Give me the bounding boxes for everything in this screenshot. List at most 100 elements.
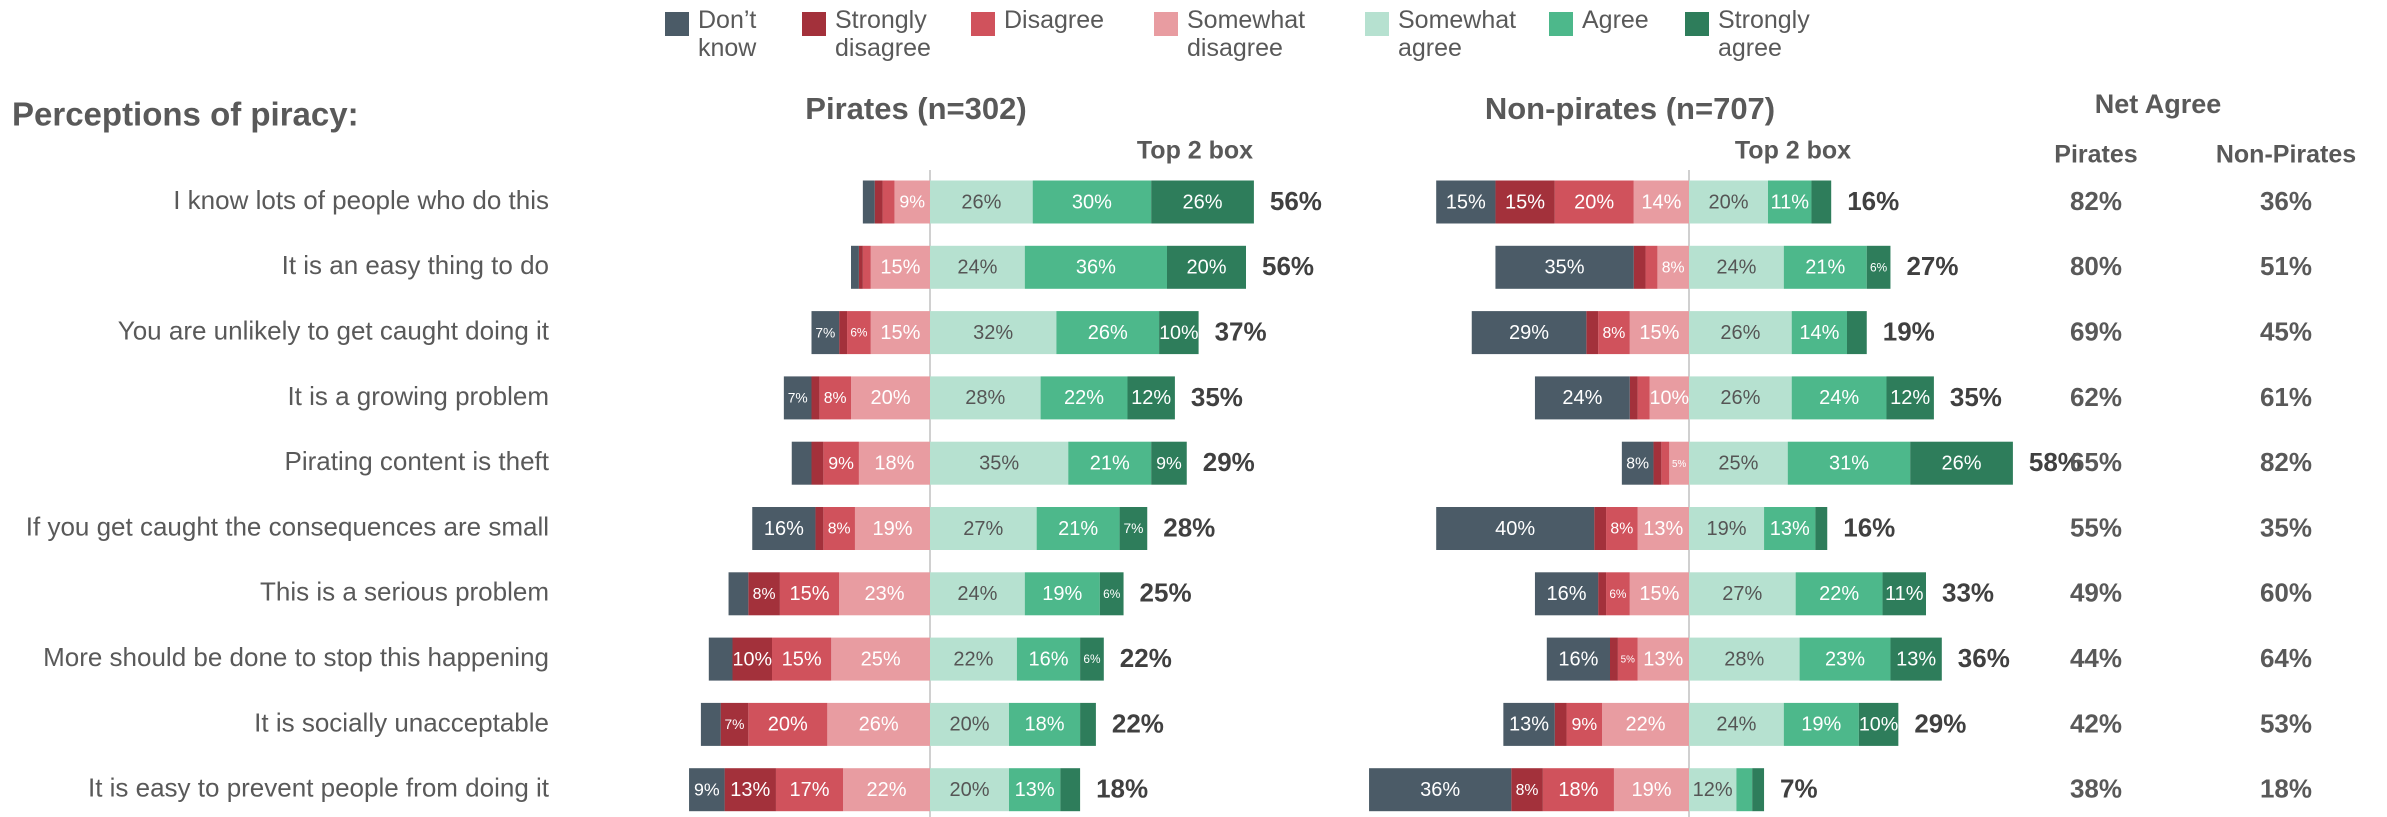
legend-swatch — [1365, 12, 1389, 36]
bar-segment — [728, 572, 749, 616]
segment-label: 13% — [1015, 779, 1055, 801]
bar-segment — [874, 180, 883, 224]
segment-label: 9% — [1156, 453, 1182, 473]
bar-segment — [1736, 768, 1753, 812]
segment-label: 20% — [949, 779, 989, 801]
bar-segment — [1791, 376, 1887, 420]
top2-label: 56% — [1270, 186, 1322, 216]
top2-label: 37% — [1215, 316, 1267, 346]
bar-segment — [870, 245, 930, 289]
top2-label: 29% — [1203, 447, 1255, 477]
segment-label: 16% — [764, 518, 804, 540]
bar-segment — [1151, 441, 1187, 485]
bar-segment — [1032, 180, 1152, 224]
segment-label: 16% — [1558, 648, 1598, 670]
bar-segment — [783, 376, 812, 420]
segment-label: 15% — [1446, 191, 1486, 213]
segment-label: 7% — [815, 324, 835, 340]
segment-label: 13% — [1509, 714, 1549, 736]
legend-swatch — [971, 12, 995, 36]
segment-label: 22% — [867, 779, 907, 801]
bar-segment — [1080, 702, 1096, 746]
bar-segment — [1511, 768, 1543, 812]
bar-segment — [1783, 702, 1859, 746]
segment-label: 23% — [865, 583, 905, 605]
panel-title: Non-pirates (n=707) — [1485, 91, 1775, 126]
bar-segment — [1799, 637, 1891, 681]
net-agree-cell: 53% — [2260, 708, 2312, 738]
top2-label: 19% — [1883, 316, 1935, 346]
bar-segment — [1009, 702, 1081, 746]
panel-title: Pirates (n=302) — [805, 91, 1026, 126]
segment-label: 27% — [1722, 583, 1762, 605]
segment-label: 15% — [782, 648, 822, 670]
net-agree-cell: 64% — [2260, 643, 2312, 673]
bar-segment — [1689, 637, 1800, 681]
legend-item: Somewhat disagree — [1154, 6, 1305, 62]
net-agree-cell: 80% — [2070, 251, 2122, 281]
bar-segment — [862, 180, 875, 224]
top2-label: 58% — [2029, 447, 2081, 477]
segment-label: 13% — [1896, 648, 1936, 670]
bar-segment — [1689, 768, 1737, 812]
segment-label: 26% — [1088, 322, 1128, 344]
bar-segment — [779, 572, 840, 616]
bar-segment — [1811, 180, 1832, 224]
bar-segment — [1167, 245, 1246, 289]
bar-segment — [930, 376, 1041, 420]
legend-swatch — [1154, 12, 1178, 36]
bar-segment — [1629, 376, 1638, 420]
segment-label: 9% — [828, 453, 854, 473]
bar-segment — [827, 702, 930, 746]
net-agree-cell: 44% — [2070, 643, 2122, 673]
bar-segment — [1649, 376, 1689, 420]
segment-label: 17% — [790, 779, 830, 801]
net-agree-cell: 65% — [2070, 447, 2122, 477]
net-agree-column: Non-Pirates — [2216, 141, 2356, 169]
bar-segment — [1436, 180, 1496, 224]
bar-segment — [1554, 702, 1567, 746]
bar-segment — [1606, 572, 1630, 616]
segment-label: 30% — [1072, 191, 1112, 213]
segment-label: 8% — [1662, 259, 1685, 276]
net-agree-cell: 38% — [2070, 774, 2122, 804]
top2-label: 56% — [1262, 251, 1314, 281]
bar-segment — [1637, 637, 1689, 681]
top2-label: 35% — [1950, 382, 2002, 412]
bar-segment — [708, 637, 733, 681]
bar-segment — [1009, 768, 1061, 812]
segment-label: 19% — [1042, 583, 1082, 605]
bar-segment — [775, 768, 844, 812]
bar-segment — [894, 180, 930, 224]
segment-label: 18% — [1025, 714, 1065, 736]
segment-label: 13% — [1770, 518, 1810, 540]
bar-segment — [862, 245, 871, 289]
bar-segment — [851, 245, 859, 289]
segment-label: 15% — [790, 583, 830, 605]
segment-label: 24% — [1819, 387, 1859, 409]
bar-segment — [1024, 245, 1167, 289]
bar-segment — [930, 180, 1033, 224]
bar-segment — [858, 245, 863, 289]
segment-label: 24% — [1716, 257, 1756, 279]
bar-segment — [1689, 376, 1792, 420]
bar-segment — [1890, 637, 1942, 681]
bar-segment — [930, 768, 1009, 812]
segment-label: 15% — [1505, 191, 1545, 213]
heading: Perceptions of piracy: — [12, 96, 359, 133]
segment-label: 8% — [753, 586, 776, 603]
bar-segment — [870, 311, 930, 355]
segment-label: 12% — [1131, 387, 1171, 409]
bar-segment — [1669, 441, 1689, 485]
segment-label: 11% — [1770, 191, 1809, 213]
bar-segment — [847, 311, 871, 355]
top2-label: 22% — [1120, 643, 1172, 673]
bar-segment — [930, 245, 1025, 289]
net-agree-cell: 42% — [2070, 708, 2122, 738]
segment-label: 5% — [1672, 459, 1686, 470]
bar-segment — [1621, 441, 1654, 485]
bar-segment — [1752, 768, 1765, 812]
legend-label: Somewhat agree — [1398, 6, 1517, 62]
segment-label: 21% — [1805, 257, 1845, 279]
segment-label: 8% — [828, 521, 851, 538]
